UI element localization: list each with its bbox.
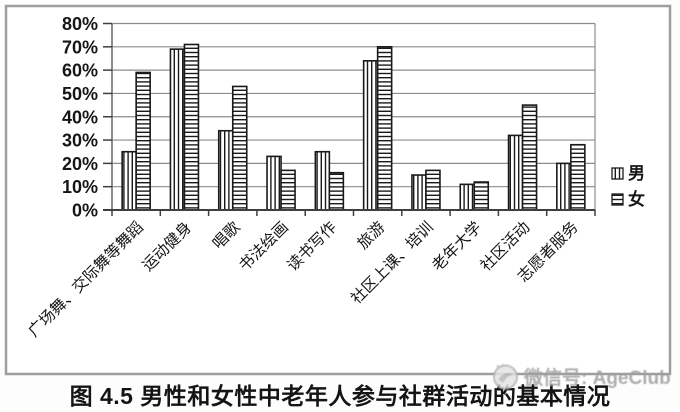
bar-male-6 (411, 174, 427, 211)
bar-male-4 (314, 150, 331, 211)
legend-label-female: 女 (628, 189, 645, 209)
bar-female-6 (425, 169, 441, 211)
bar-female-8 (521, 104, 538, 211)
bar-male-7 (459, 183, 476, 211)
bar-female-2 (231, 85, 248, 211)
y-axis-label-70%: 70% (62, 37, 98, 57)
y-axis-label-10%: 10% (62, 177, 98, 197)
bar-female-7 (473, 181, 490, 211)
y-axis-label-40%: 40% (62, 107, 98, 127)
y-axis-label-20%: 20% (62, 154, 98, 174)
figure-caption: 图 4.5 男性和女性中老年人参与社群活动的基本情况 (69, 383, 611, 409)
bar-female-3 (280, 169, 296, 211)
bar-male-9 (556, 162, 572, 211)
bar-male-8 (507, 134, 524, 211)
watermark-text: 微信号: AgeClub (524, 368, 671, 389)
bar-male-2 (217, 129, 234, 211)
y-axis-label-60%: 60% (62, 61, 98, 81)
y-axis-label-80%: 80% (62, 14, 98, 34)
bar-female-0 (135, 71, 151, 211)
y-axis-label-30%: 30% (62, 131, 98, 151)
bar-male-5 (362, 59, 379, 211)
legend-label-male: 男 (628, 164, 645, 183)
bar-male-1 (169, 48, 186, 211)
wechat-logo-icon (493, 363, 518, 390)
bar-female-5 (376, 46, 393, 211)
bar-female-4 (328, 171, 345, 211)
y-axis-label-0%: 0% (72, 201, 98, 221)
bar-female-9 (570, 143, 586, 211)
bar-male-3 (266, 155, 282, 211)
bar-male-0 (121, 150, 137, 211)
watermark: 微信号: AgeClub (492, 363, 671, 390)
legend-marker-male (611, 167, 624, 180)
bar-female-1 (183, 43, 200, 211)
legend-marker-female (611, 193, 624, 206)
y-axis-label-50%: 50% (62, 84, 98, 104)
